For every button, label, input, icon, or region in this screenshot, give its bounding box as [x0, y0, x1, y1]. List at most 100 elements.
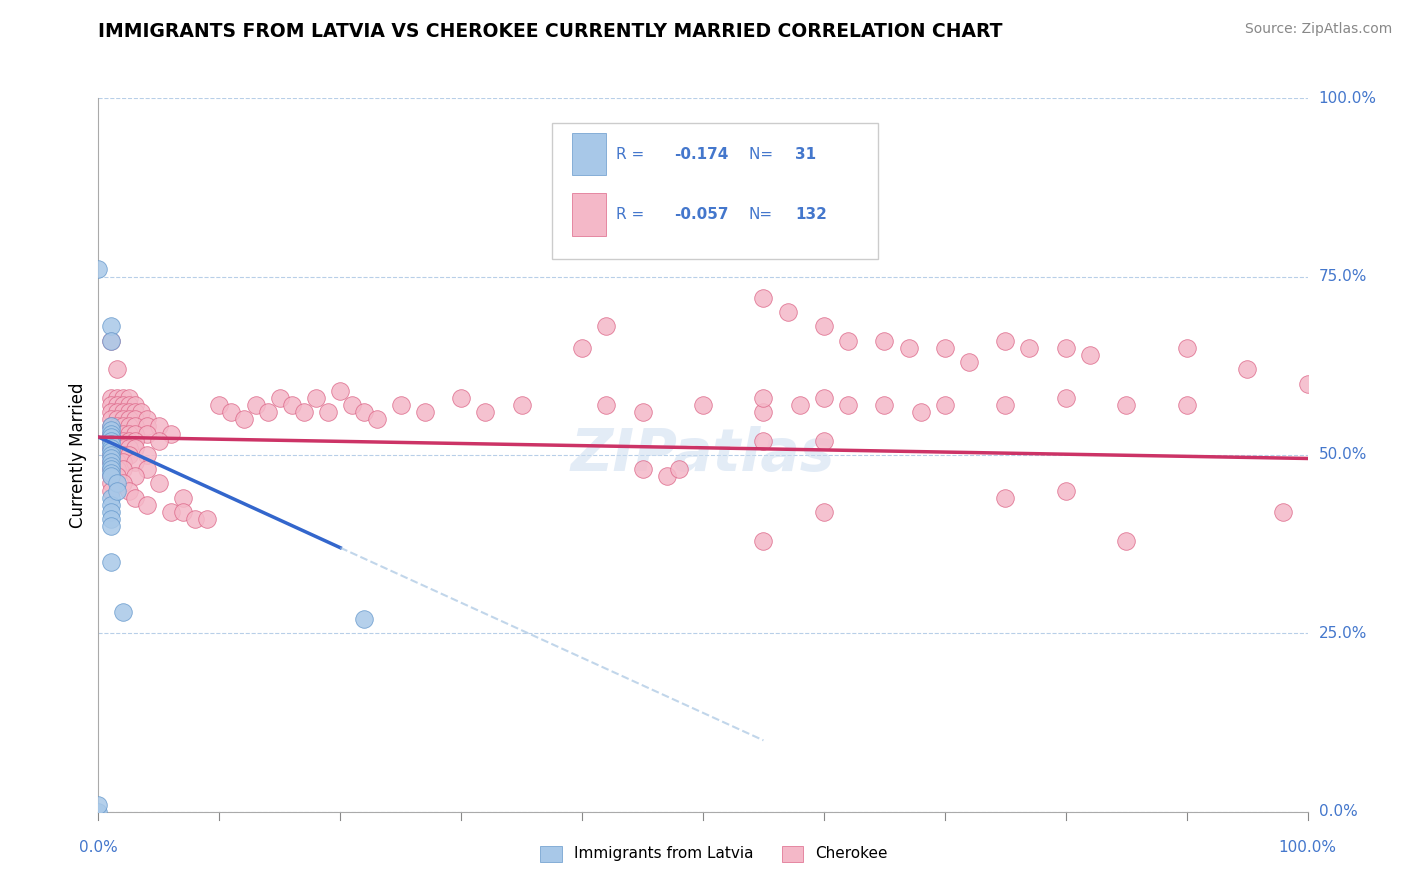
- Point: [692, 184, 714, 198]
- Point: [100, 419, 122, 434]
- Point: [100, 469, 122, 483]
- Point: [957, 355, 980, 369]
- Point: [111, 448, 134, 462]
- Point: [124, 434, 146, 448]
- Point: [100, 426, 122, 441]
- Point: [100, 455, 122, 469]
- Text: 75.0%: 75.0%: [1319, 269, 1367, 284]
- Point: [1054, 391, 1077, 405]
- Point: [510, 398, 533, 412]
- Point: [100, 498, 122, 512]
- Point: [118, 412, 141, 426]
- Text: IMMIGRANTS FROM LATVIA VS CHEROKEE CURRENTLY MARRIED CORRELATION CHART: IMMIGRANTS FROM LATVIA VS CHEROKEE CURRE…: [98, 22, 1002, 41]
- Point: [87, 262, 110, 277]
- Point: [100, 455, 122, 469]
- FancyBboxPatch shape: [782, 846, 803, 862]
- Point: [100, 434, 122, 448]
- Point: [100, 462, 122, 476]
- Point: [129, 405, 152, 419]
- Point: [124, 441, 146, 455]
- Point: [776, 305, 799, 319]
- Point: [316, 405, 339, 419]
- Text: -0.174: -0.174: [673, 146, 728, 161]
- Text: R =: R =: [616, 146, 650, 161]
- Point: [342, 398, 364, 412]
- Point: [413, 405, 436, 419]
- Point: [752, 533, 775, 548]
- Point: [111, 426, 134, 441]
- Point: [148, 476, 170, 491]
- Point: [837, 334, 859, 348]
- Point: [655, 469, 678, 483]
- Point: [474, 405, 496, 419]
- Text: 100.0%: 100.0%: [1319, 91, 1376, 105]
- Point: [789, 398, 811, 412]
- Point: [118, 419, 141, 434]
- Point: [111, 462, 134, 476]
- Point: [281, 398, 304, 412]
- Point: [994, 334, 1017, 348]
- Point: [105, 441, 128, 455]
- FancyBboxPatch shape: [540, 846, 561, 862]
- Point: [100, 451, 122, 466]
- Point: [100, 448, 122, 462]
- Point: [595, 319, 617, 334]
- Point: [111, 405, 134, 419]
- Point: [105, 448, 128, 462]
- Point: [148, 434, 170, 448]
- Point: [118, 483, 141, 498]
- Point: [353, 612, 375, 626]
- Point: [752, 391, 775, 405]
- Text: N=: N=: [749, 146, 778, 161]
- Point: [100, 448, 122, 462]
- Point: [100, 512, 122, 526]
- Point: [100, 334, 122, 348]
- Point: [100, 412, 122, 426]
- Point: [292, 405, 315, 419]
- Point: [1115, 533, 1137, 548]
- Point: [752, 291, 775, 305]
- Point: [631, 405, 654, 419]
- Point: [105, 398, 128, 412]
- Point: [118, 426, 141, 441]
- Point: [100, 437, 122, 451]
- Text: 25.0%: 25.0%: [1319, 626, 1367, 640]
- Point: [100, 519, 122, 533]
- Point: [118, 391, 141, 405]
- Point: [100, 319, 122, 334]
- Point: [353, 405, 375, 419]
- Point: [148, 419, 170, 434]
- Point: [100, 555, 122, 569]
- Point: [389, 398, 412, 412]
- Point: [1054, 483, 1077, 498]
- Text: R =: R =: [616, 207, 650, 222]
- Point: [124, 491, 146, 505]
- Point: [105, 391, 128, 405]
- Point: [124, 412, 146, 426]
- Point: [910, 405, 932, 419]
- Point: [124, 426, 146, 441]
- Point: [135, 448, 157, 462]
- Point: [135, 498, 157, 512]
- Point: [100, 469, 122, 483]
- Point: [256, 405, 278, 419]
- Point: [160, 426, 183, 441]
- Point: [118, 434, 141, 448]
- Point: [105, 469, 128, 483]
- Point: [813, 319, 835, 334]
- Point: [105, 455, 128, 469]
- Point: [105, 362, 128, 376]
- Point: [100, 462, 122, 476]
- Point: [934, 341, 956, 355]
- Point: [124, 469, 146, 483]
- Text: Immigrants from Latvia: Immigrants from Latvia: [574, 847, 754, 862]
- FancyBboxPatch shape: [572, 193, 606, 235]
- Point: [111, 391, 134, 405]
- Point: [208, 398, 231, 412]
- Point: [111, 605, 134, 619]
- Point: [100, 476, 122, 491]
- Point: [124, 419, 146, 434]
- Point: [135, 426, 157, 441]
- Point: [752, 434, 775, 448]
- Point: [1115, 398, 1137, 412]
